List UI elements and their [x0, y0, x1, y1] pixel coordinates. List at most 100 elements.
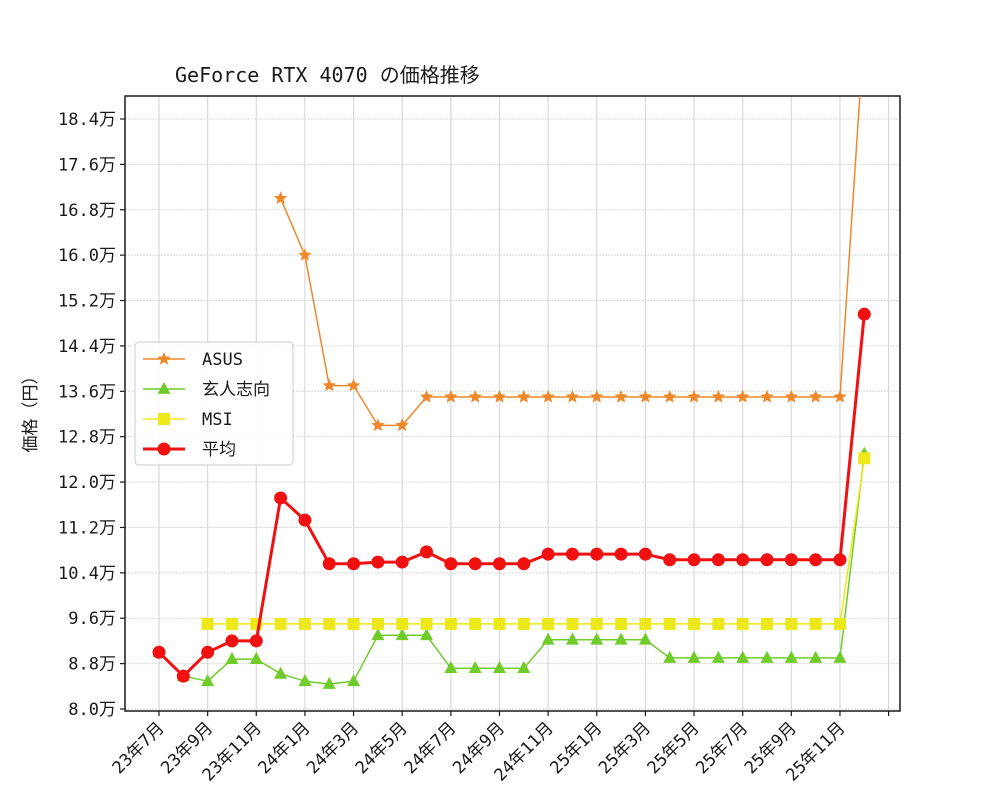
y-tick-label: 18.4万 — [58, 110, 116, 130]
x-axis: 23年7月23年9月23年11月24年1月24年3月24年5月24年7月24年9… — [109, 711, 890, 786]
data-point-star — [663, 390, 677, 403]
data-point-star — [517, 390, 531, 403]
data-point-star — [784, 390, 798, 403]
data-point-circle — [833, 553, 847, 567]
data-point-circle — [517, 557, 531, 571]
data-point-star — [444, 390, 458, 403]
data-point-circle — [638, 547, 652, 561]
data-point-square — [542, 617, 555, 630]
y-tick-label: 9.6万 — [68, 609, 116, 629]
data-point-star — [590, 390, 604, 403]
data-point-circle — [201, 645, 215, 659]
x-tick-label: 24年5月 — [352, 718, 412, 778]
data-point-circle — [444, 557, 458, 571]
data-point-square — [639, 617, 652, 630]
legend-item-0: ASUS — [143, 350, 243, 370]
data-point-square — [347, 617, 360, 630]
data-point-circle — [809, 553, 823, 567]
grid-lines — [125, 96, 900, 711]
data-point-square — [274, 617, 287, 630]
y-tick-label: 8.0万 — [68, 700, 116, 720]
data-point-star — [711, 390, 725, 403]
data-point-square — [493, 617, 506, 630]
data-point-circle — [395, 555, 409, 569]
y-tick-label: 17.6万 — [58, 155, 116, 175]
data-point-square — [371, 617, 384, 630]
data-point-square — [566, 617, 579, 630]
data-point-star — [809, 390, 823, 403]
data-point-star — [157, 352, 171, 365]
data-point-circle — [784, 553, 798, 567]
data-point-triangle — [711, 650, 725, 663]
data-point-square — [469, 617, 482, 630]
data-point-triangle — [492, 661, 506, 674]
series-0 — [273, 96, 861, 431]
series-layer — [152, 96, 871, 689]
data-point-triangle — [395, 628, 409, 641]
data-point-triangle — [663, 650, 677, 663]
data-point-circle — [152, 645, 166, 659]
data-point-circle — [420, 545, 434, 559]
chart-title: GeForce RTX 4070 の価格推移 — [175, 63, 480, 87]
x-tick-label: 25年3月 — [595, 718, 655, 778]
data-point-circle — [225, 634, 239, 648]
data-point-square — [809, 617, 822, 630]
data-point-star — [371, 418, 385, 431]
data-point-circle — [322, 557, 336, 571]
data-point-circle — [274, 491, 288, 505]
data-point-star — [419, 390, 434, 403]
data-point-star — [760, 390, 774, 403]
y-tick-label: 11.2万 — [58, 518, 116, 538]
plot-frame — [124, 95, 901, 712]
data-point-triangle — [760, 650, 774, 663]
data-point-star — [395, 418, 409, 431]
y-axis: 8.0万 8.8万 9.6万 10.4万 11.2万 12.0万 12.8万 13.6万 14.… — [58, 110, 125, 720]
data-point-square — [833, 617, 846, 630]
data-point-triangle — [614, 632, 628, 645]
data-point-circle — [736, 553, 750, 567]
x-tick-label: 24年1月 — [255, 718, 315, 778]
data-point-circle — [492, 557, 506, 571]
data-point-triangle — [420, 628, 434, 641]
data-point-triangle — [809, 650, 823, 663]
y-axis-label: 価格（円） — [21, 368, 41, 453]
data-point-square — [761, 617, 773, 630]
x-tick-label: 24年7月 — [400, 718, 460, 778]
data-point-square — [444, 617, 457, 630]
data-point-triangle — [687, 650, 701, 663]
data-point-triangle — [157, 381, 171, 394]
data-point-circle — [565, 547, 579, 561]
data-point-square — [858, 452, 871, 465]
y-tick-label: 16.8万 — [58, 201, 116, 221]
data-point-triangle — [347, 674, 361, 687]
legend-label: 平均 — [202, 440, 236, 460]
data-point-triangle — [298, 674, 312, 687]
data-point-square — [688, 617, 701, 630]
data-point-circle — [347, 557, 361, 571]
data-point-star — [541, 390, 555, 403]
data-point-circle — [468, 557, 482, 571]
data-point-square — [201, 617, 214, 630]
x-tick-label: 25年1月 — [546, 718, 606, 778]
series-line — [158, 453, 866, 685]
data-point-triangle — [784, 650, 798, 663]
data-point-square — [517, 617, 530, 630]
y-tick-label: 16.0万 — [58, 246, 116, 266]
data-point-triangle — [833, 650, 847, 663]
data-point-circle — [298, 513, 312, 527]
data-point-square — [736, 617, 749, 630]
data-point-triangle — [249, 651, 263, 664]
x-tick-label: 23年7月 — [109, 718, 169, 778]
legend-item-2: MSI — [143, 410, 233, 430]
data-point-circle — [249, 634, 263, 648]
series-3 — [152, 307, 871, 683]
data-point-star — [492, 390, 507, 403]
data-point-star — [322, 378, 336, 392]
x-tick-label: 25年5月 — [644, 718, 704, 778]
x-tick-label: 24年3月 — [303, 718, 363, 778]
data-point-triangle — [468, 661, 482, 674]
data-point-star — [614, 390, 628, 403]
legend-item-3: 平均 — [143, 440, 236, 460]
y-tick-label: 8.8万 — [68, 655, 116, 675]
